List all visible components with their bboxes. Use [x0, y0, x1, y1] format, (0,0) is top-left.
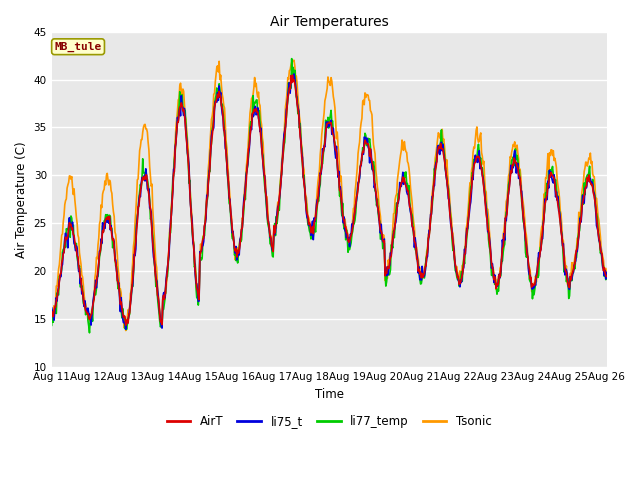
Y-axis label: Air Temperature (C): Air Temperature (C): [15, 141, 28, 258]
X-axis label: Time: Time: [315, 388, 344, 401]
Legend: AirT, li75_t, li77_temp, Tsonic: AirT, li75_t, li77_temp, Tsonic: [162, 410, 497, 432]
Text: MB_tule: MB_tule: [54, 42, 102, 52]
Title: Air Temperatures: Air Temperatures: [269, 15, 388, 29]
